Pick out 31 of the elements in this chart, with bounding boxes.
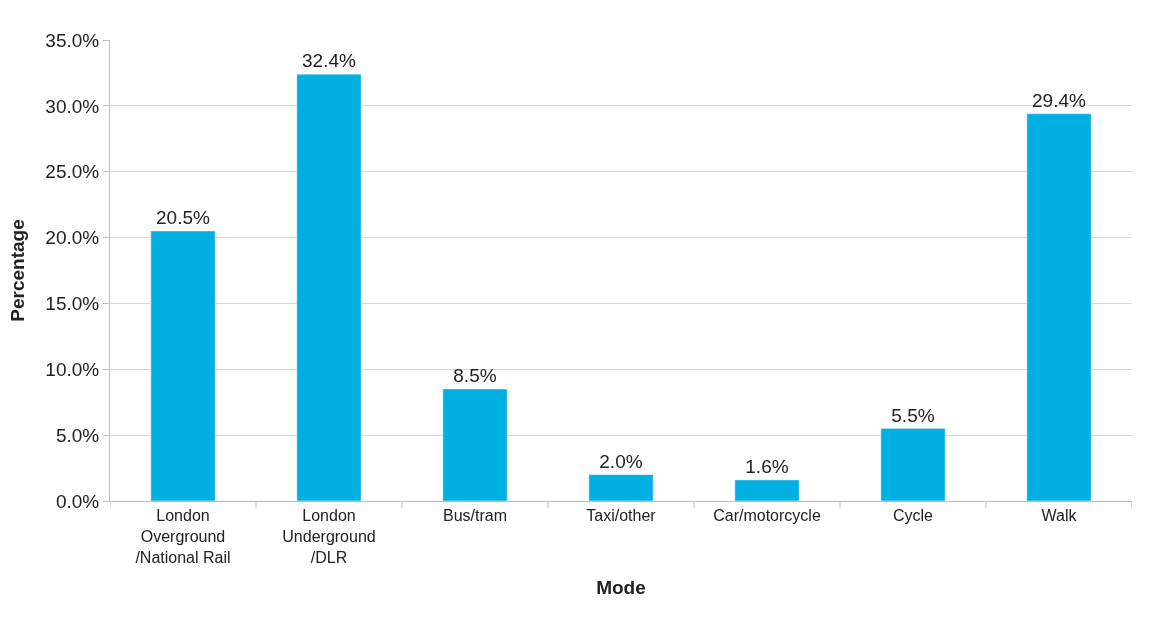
y-tick-label: 20.0% (45, 227, 100, 249)
y-tick-label: 25.0% (45, 161, 100, 183)
bar (1026, 113, 1092, 501)
bar (150, 230, 216, 501)
data-label: 20.5% (156, 206, 210, 228)
x-tick-label: Cycle (892, 507, 934, 525)
data-label: 2.0% (599, 450, 643, 472)
data-label: 5.5% (891, 404, 935, 426)
x-axis-title: Mode (596, 576, 646, 598)
x-tick-label: Bus/tram (442, 507, 508, 525)
bar (880, 428, 946, 501)
y-tick-label: 0.0% (55, 490, 100, 512)
y-axis-title: Percentage (7, 219, 29, 322)
y-tick-label: 10.0% (45, 358, 100, 380)
x-tick-label: Walk (1041, 507, 1078, 525)
bar (734, 479, 800, 501)
y-tick-label: 30.0% (45, 95, 100, 117)
bar (442, 388, 508, 501)
x-tick-label: Taxi/other (586, 507, 657, 525)
data-label: 1.6% (745, 455, 789, 477)
bar (588, 474, 654, 501)
x-tick-label: London Underground /DLR (282, 507, 376, 566)
bar (296, 74, 362, 501)
y-tick-label: 15.0% (45, 293, 100, 315)
data-label: 8.5% (453, 365, 497, 387)
x-tick-label: Car/motorcycle (713, 507, 821, 525)
data-label: 29.4% (1032, 89, 1086, 111)
y-tick-label: 5.0% (55, 424, 100, 446)
x-tick-label: London Overground /National Rail (135, 507, 231, 566)
data-label: 32.4% (302, 50, 356, 72)
y-tick-label: 35.0% (45, 29, 100, 51)
